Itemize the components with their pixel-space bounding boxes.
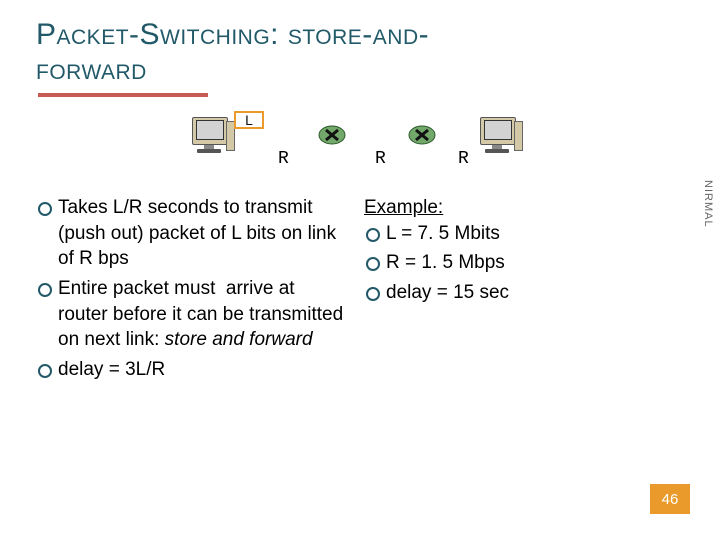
left-bullet-3-text: delay = 3L/R xyxy=(58,359,165,380)
side-watermark: NIRMAL xyxy=(702,180,714,228)
left-bullet-list: Takes L/R seconds to transmit (push out)… xyxy=(36,195,346,382)
router-1-icon xyxy=(318,121,346,149)
title-underline xyxy=(38,93,208,97)
right-bullet-1-text: L = 7. 5 Mbits xyxy=(386,223,500,244)
title-line-1: Packet-Switching: store-and- xyxy=(36,18,684,53)
right-bullet-2: R = 1. 5 Mbps xyxy=(364,250,624,276)
link-label-2: R xyxy=(375,149,386,169)
right-bullet-1: L = 7. 5 Mbits xyxy=(364,221,624,247)
left-column: Takes L/R seconds to transmit (push out)… xyxy=(36,195,346,386)
right-bullet-3: delay = 15 sec xyxy=(364,280,624,306)
page-number-box: 46 xyxy=(650,484,690,514)
left-bullet-2: Entire packet must arrive at router befo… xyxy=(36,276,346,353)
slide-root: Packet-Switching: store-and- forward L R… xyxy=(0,0,720,540)
page-number: 46 xyxy=(662,491,679,508)
router-2-icon xyxy=(408,121,436,149)
link-label-3: R xyxy=(458,149,469,169)
link-label-1: R xyxy=(278,149,289,169)
right-column: Example: L = 7. 5 Mbits R = 1. 5 Mbps de… xyxy=(364,195,624,386)
left-bullet-1-text: Takes L/R seconds to transmit (push out)… xyxy=(58,197,336,269)
right-bullet-list: L = 7. 5 Mbits R = 1. 5 Mbps delay = 15 … xyxy=(364,221,624,306)
left-bullet-3: delay = 3L/R xyxy=(36,357,346,383)
example-heading: Example: xyxy=(364,195,624,221)
computer-receiver-icon xyxy=(478,115,524,159)
content-columns: Takes L/R seconds to transmit (push out)… xyxy=(36,195,684,386)
network-diagram: L R R R xyxy=(190,107,530,187)
title-line-2: forward xyxy=(36,53,684,88)
title-block: Packet-Switching: store-and- forward xyxy=(36,18,684,97)
packet-label: L xyxy=(245,112,253,128)
left-bullet-1: Takes L/R seconds to transmit (push out)… xyxy=(36,195,346,272)
computer-sender-icon xyxy=(190,115,236,159)
right-bullet-2-text: R = 1. 5 Mbps xyxy=(386,252,505,273)
left-bullet-2-text: Entire packet must arrive at router befo… xyxy=(58,278,343,350)
packet-label-box: L xyxy=(234,111,264,129)
right-bullet-3-text: delay = 15 sec xyxy=(386,282,509,303)
